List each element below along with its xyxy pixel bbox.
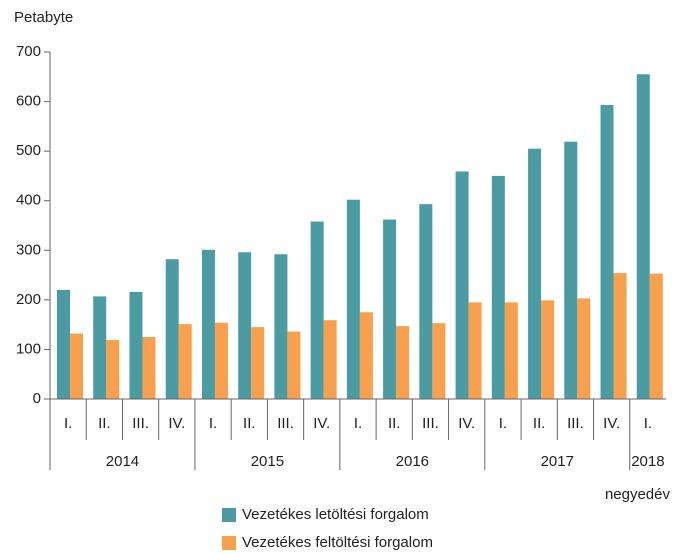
bar bbox=[274, 254, 288, 399]
x-tick-label: I. bbox=[209, 415, 217, 432]
bar bbox=[165, 259, 179, 399]
x-tick-label: II. bbox=[533, 415, 546, 432]
bar bbox=[564, 141, 578, 399]
legend-swatch bbox=[222, 508, 236, 522]
legend-swatch bbox=[222, 536, 236, 550]
x-tick-label: I. bbox=[354, 415, 362, 432]
y-tick-label: 400 bbox=[16, 192, 41, 209]
bar bbox=[310, 221, 324, 399]
y-tick-label: 0 bbox=[33, 390, 41, 407]
bar bbox=[600, 105, 614, 399]
bar bbox=[419, 204, 433, 399]
legend-label: Vezetékes feltöltési forgalom bbox=[242, 534, 433, 551]
bar bbox=[432, 323, 446, 399]
bar bbox=[636, 74, 650, 400]
bar bbox=[238, 252, 252, 399]
y-tick-label: 300 bbox=[16, 241, 41, 258]
year-label: 2018 bbox=[631, 453, 664, 470]
bar bbox=[541, 300, 555, 399]
bar bbox=[359, 312, 373, 399]
x-tick-label: III. bbox=[567, 415, 584, 432]
bar bbox=[383, 219, 397, 399]
bar bbox=[396, 326, 410, 399]
bar bbox=[57, 289, 70, 399]
x-tick-label: III. bbox=[132, 415, 149, 432]
bar bbox=[287, 331, 301, 399]
x-tick-label: IV. bbox=[603, 415, 620, 432]
bar bbox=[70, 333, 83, 399]
x-tick-label: III. bbox=[422, 415, 439, 432]
year-label: 2015 bbox=[251, 453, 284, 470]
bar bbox=[323, 320, 337, 399]
y-tick-label: 600 bbox=[16, 93, 41, 110]
bar bbox=[491, 175, 505, 399]
bar bbox=[106, 340, 120, 399]
bar bbox=[468, 302, 482, 399]
bar bbox=[455, 171, 469, 399]
x-tick-label: I. bbox=[64, 415, 72, 432]
x-tick-label: IV. bbox=[168, 415, 185, 432]
year-label: 2017 bbox=[541, 453, 574, 470]
x-axis-label: negyedév bbox=[605, 486, 671, 503]
x-tick-label: II. bbox=[98, 415, 111, 432]
bar bbox=[649, 273, 663, 399]
x-tick-label: II. bbox=[243, 415, 256, 432]
bar bbox=[129, 291, 143, 399]
legend-label: Vezetékes letöltési forgalom bbox=[242, 506, 429, 523]
x-tick-label: I. bbox=[499, 415, 507, 432]
bar bbox=[251, 327, 265, 399]
bar bbox=[346, 199, 360, 399]
x-tick-label: IV. bbox=[458, 415, 475, 432]
y-tick-label: 200 bbox=[16, 291, 41, 308]
y-axis-label: Petabyte bbox=[14, 9, 73, 26]
bar bbox=[178, 324, 192, 399]
bar bbox=[504, 302, 518, 399]
bar bbox=[93, 296, 107, 399]
bar bbox=[214, 322, 228, 399]
x-tick-label: III. bbox=[277, 415, 294, 432]
x-tick-label: IV. bbox=[313, 415, 330, 432]
y-tick-label: 700 bbox=[16, 43, 41, 60]
bar bbox=[142, 337, 156, 399]
bar bbox=[613, 273, 627, 399]
y-tick-label: 500 bbox=[16, 142, 41, 159]
bar bbox=[577, 298, 591, 399]
bar bbox=[528, 148, 542, 399]
x-tick-label: II. bbox=[388, 415, 401, 432]
x-tick-label: I. bbox=[644, 415, 652, 432]
year-label: 2014 bbox=[106, 453, 139, 470]
y-tick-label: 100 bbox=[16, 340, 41, 357]
bar bbox=[201, 249, 215, 399]
year-label: 2016 bbox=[396, 453, 429, 470]
